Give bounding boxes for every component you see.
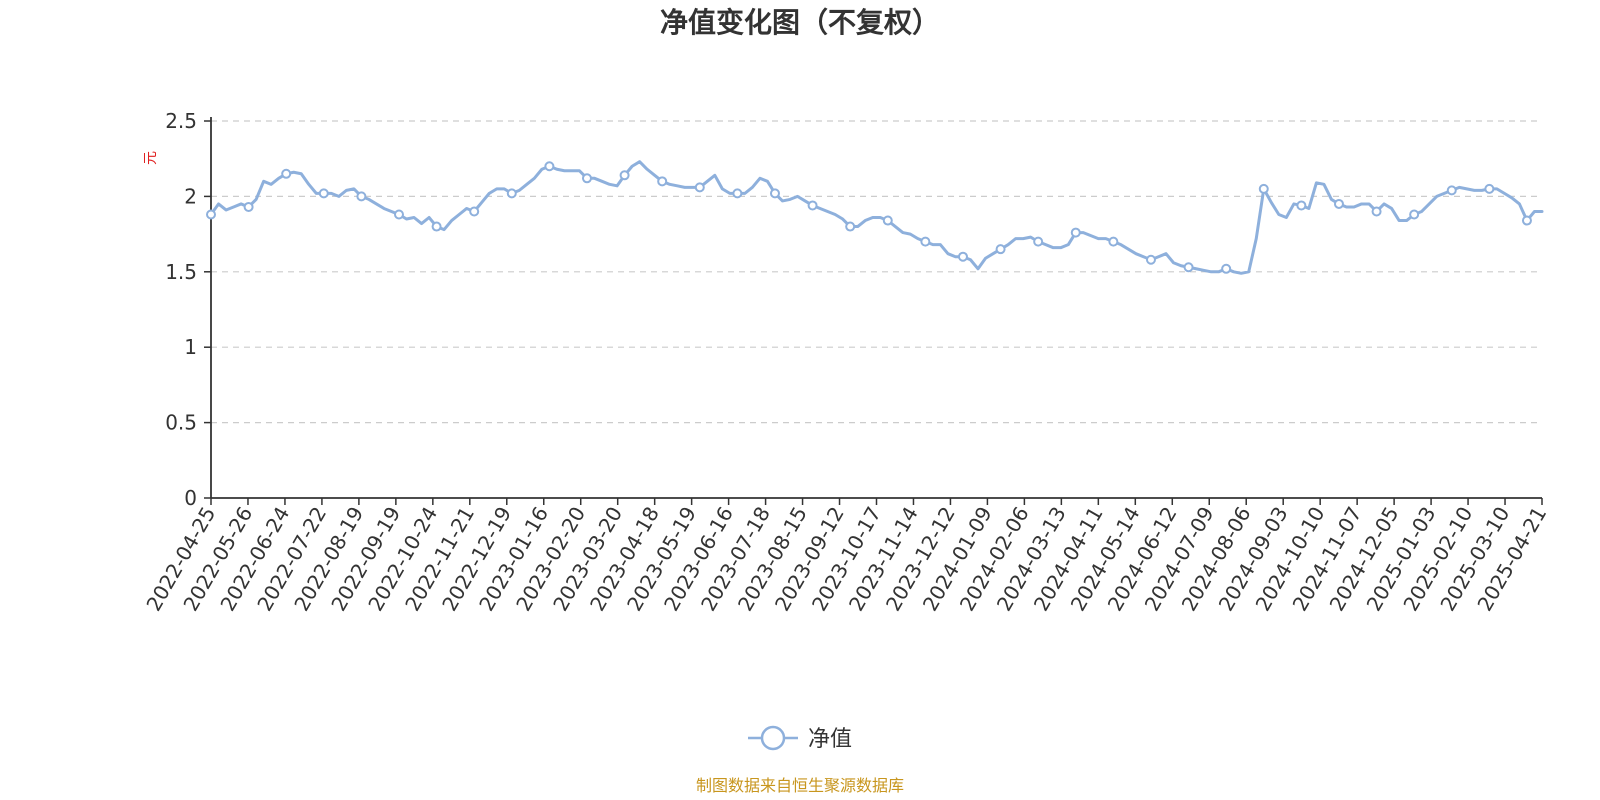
data-point-marker bbox=[1371, 206, 1382, 217]
data-point-marker bbox=[206, 209, 216, 220]
data-point-marker bbox=[1221, 263, 1232, 274]
data-point-marker bbox=[694, 182, 705, 193]
legend[interactable]: 净值 bbox=[748, 725, 852, 752]
data-point-marker bbox=[845, 221, 856, 232]
data-point-marker bbox=[1070, 227, 1081, 238]
data-point-marker bbox=[807, 200, 818, 211]
data-point-marker bbox=[1108, 236, 1119, 247]
data-point-marker bbox=[769, 188, 780, 199]
legend-circle-symbol bbox=[760, 725, 786, 751]
y-axis-unit-label: 元 bbox=[143, 151, 159, 165]
y-tick-label: 0 bbox=[184, 486, 197, 510]
data-point-marker bbox=[506, 188, 517, 199]
data-source-note: 制图数据来自恒生聚源数据库 bbox=[696, 776, 904, 795]
data-point-marker bbox=[920, 236, 931, 247]
axes bbox=[210, 117, 1542, 499]
data-point-marker bbox=[995, 244, 1006, 255]
data-point-marker bbox=[882, 215, 893, 226]
grid-lines bbox=[211, 120, 1542, 424]
data-point-marker bbox=[243, 201, 254, 212]
data-point-marker bbox=[431, 221, 442, 232]
series-group bbox=[206, 160, 1544, 275]
y-tick-label: 2 bbox=[184, 184, 197, 208]
data-point-marker bbox=[1333, 198, 1344, 209]
data-point-marker bbox=[1033, 236, 1044, 247]
data-point-marker bbox=[1409, 209, 1420, 220]
data-point-marker bbox=[581, 173, 592, 184]
y-tick-label: 2.5 bbox=[165, 109, 197, 133]
legend-label: 净值 bbox=[808, 727, 852, 752]
data-point-marker bbox=[281, 168, 292, 179]
data-point-marker bbox=[657, 176, 668, 187]
data-point-marker bbox=[1296, 200, 1307, 211]
data-point-marker bbox=[1521, 215, 1532, 226]
data-point-marker bbox=[957, 251, 968, 262]
data-point-marker bbox=[619, 170, 630, 181]
data-point-marker bbox=[1258, 183, 1269, 194]
data-point-marker bbox=[356, 191, 367, 202]
data-point-marker bbox=[1145, 254, 1156, 265]
data-point-marker bbox=[1446, 185, 1457, 196]
y-axis-ticks: 0 0.5 1 1.5 2 2.5 bbox=[165, 109, 211, 510]
y-tick-label: 0.5 bbox=[165, 411, 197, 435]
x-axis-ticks: 2022-04-252022-05-262022-06-242022-07-22… bbox=[141, 498, 1551, 615]
data-point-marker bbox=[1484, 183, 1495, 194]
data-point-marker bbox=[544, 161, 555, 172]
data-point-marker bbox=[1183, 262, 1194, 273]
y-tick-label: 1 bbox=[184, 335, 197, 359]
data-point-marker bbox=[318, 188, 329, 199]
data-point-marker bbox=[469, 206, 480, 217]
chart-title: 净值变化图（不复权） bbox=[660, 6, 940, 39]
series-line bbox=[209, 160, 1544, 275]
data-point-marker bbox=[393, 209, 404, 220]
data-point-marker bbox=[732, 188, 743, 199]
y-tick-label: 1.5 bbox=[165, 260, 197, 284]
